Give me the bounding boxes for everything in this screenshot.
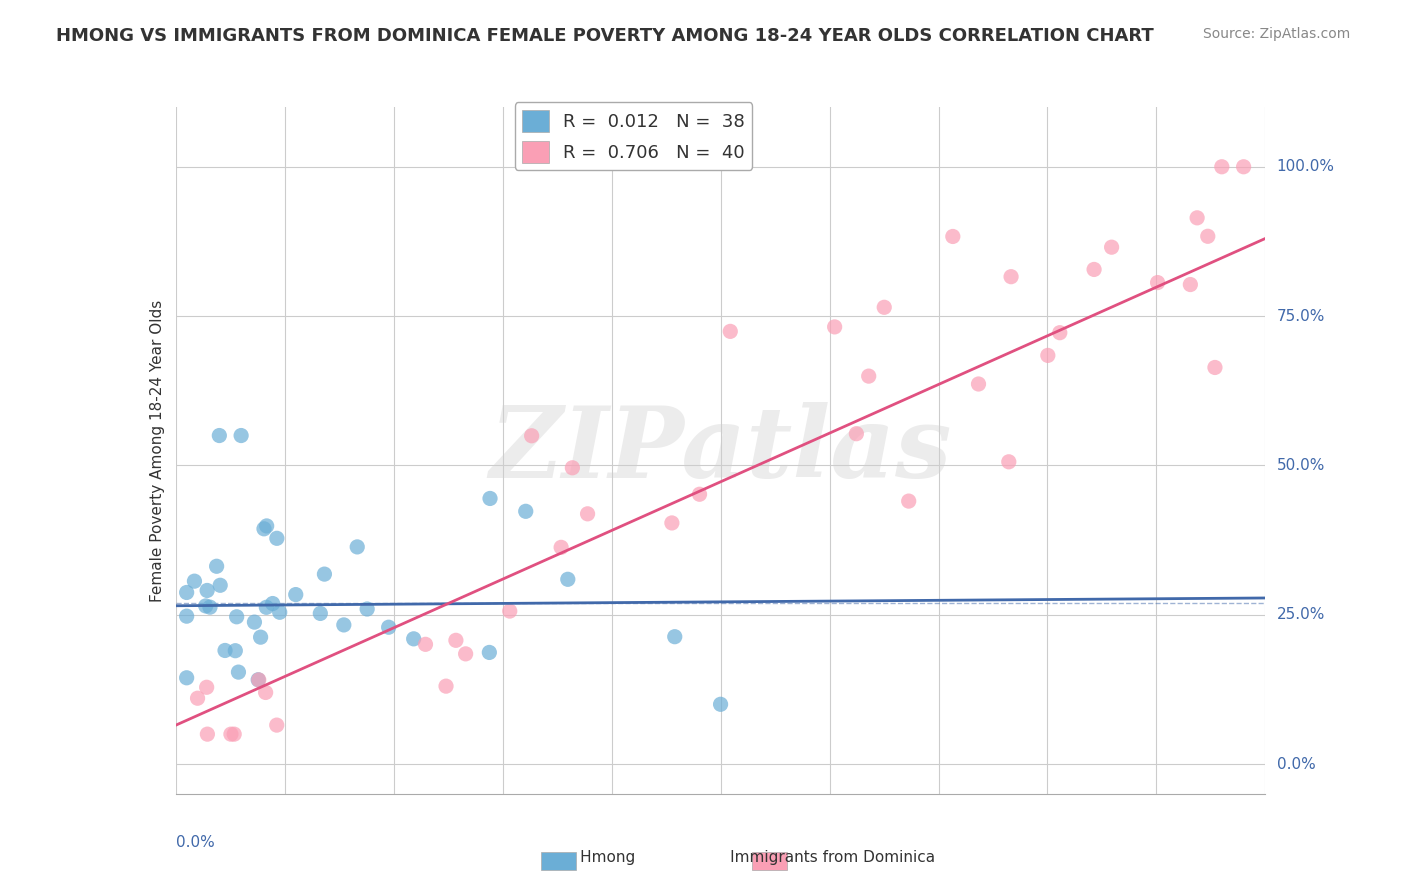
Text: Hmong: Hmong (546, 850, 636, 865)
Text: HMONG VS IMMIGRANTS FROM DOMINICA FEMALE POVERTY AMONG 18-24 YEAR OLDS CORRELATI: HMONG VS IMMIGRANTS FROM DOMINICA FEMALE… (56, 27, 1154, 45)
Point (520, 429, 543, 443)
Y-axis label: Female Poverty Among 18-24 Year Olds: Female Poverty Among 18-24 Year Olds (149, 300, 165, 601)
Point (195, 680, 218, 694)
Point (176, 609, 198, 624)
Point (1101, 240, 1123, 254)
Text: 0.0%: 0.0% (1277, 756, 1315, 772)
Point (309, 607, 332, 621)
Point (499, 604, 522, 618)
Point (224, 643, 246, 657)
Point (1185, 211, 1208, 225)
Point (356, 602, 378, 616)
Point (824, 319, 846, 334)
Point (262, 597, 284, 611)
Point (661, 516, 683, 530)
Text: 25.0%: 25.0% (1277, 607, 1324, 623)
Point (997, 455, 1019, 469)
Point (249, 630, 271, 644)
Point (224, 727, 246, 741)
Point (454, 647, 477, 661)
Point (689, 487, 711, 501)
Point (710, 698, 733, 712)
Point (208, 428, 231, 442)
Point (247, 673, 270, 687)
Point (243, 615, 266, 629)
Point (718, 324, 741, 338)
Point (1083, 262, 1105, 277)
Point (219, 727, 242, 741)
Point (444, 633, 467, 648)
Text: 50.0%: 50.0% (1277, 458, 1324, 473)
Point (1146, 276, 1168, 290)
Point (183, 574, 205, 589)
Text: Source: ZipAtlas.com: Source: ZipAtlas.com (1202, 27, 1350, 41)
Point (225, 609, 247, 624)
Point (333, 618, 356, 632)
Point (197, 727, 219, 741)
Point (561, 460, 583, 475)
Point (858, 369, 880, 384)
Point (284, 588, 307, 602)
Point (434, 679, 457, 693)
Text: Immigrants from Dominica: Immigrants from Dominica (696, 850, 935, 865)
Point (1204, 360, 1226, 375)
Point (1197, 229, 1219, 244)
Point (897, 494, 920, 508)
Point (254, 600, 277, 615)
Point (845, 426, 868, 441)
Point (1180, 277, 1202, 292)
Point (664, 630, 686, 644)
Point (269, 605, 291, 619)
Point (231, 428, 253, 442)
Point (478, 645, 501, 659)
Point (205, 559, 228, 574)
Text: 0.0%: 0.0% (176, 835, 215, 850)
Text: 75.0%: 75.0% (1277, 309, 1324, 324)
Point (198, 600, 221, 615)
Point (228, 665, 250, 679)
Point (266, 531, 288, 545)
Point (1036, 348, 1059, 362)
Point (247, 673, 270, 687)
Point (314, 567, 336, 582)
Point (550, 541, 572, 555)
Point (402, 632, 425, 646)
Point (415, 637, 437, 651)
Text: 100.0%: 100.0% (1277, 160, 1334, 174)
Text: ZIPatlas: ZIPatlas (489, 402, 952, 499)
Point (576, 507, 599, 521)
Point (266, 718, 288, 732)
Point (346, 540, 368, 554)
Point (195, 583, 218, 598)
Point (967, 376, 990, 391)
Point (256, 519, 278, 533)
Point (253, 522, 276, 536)
Point (1000, 269, 1022, 284)
Point (1049, 326, 1071, 340)
Point (873, 301, 896, 315)
Point (194, 599, 217, 613)
Point (187, 691, 209, 706)
Point (479, 491, 502, 506)
Point (1232, 160, 1256, 174)
Legend: R =  0.012   N =  38, R =  0.706   N =  40: R = 0.012 N = 38, R = 0.706 N = 40 (515, 103, 752, 169)
Point (214, 643, 236, 657)
Point (176, 671, 198, 685)
Point (176, 585, 198, 599)
Point (557, 572, 579, 586)
Point (209, 578, 232, 592)
Point (254, 685, 277, 699)
Point (1211, 160, 1233, 174)
Point (377, 620, 399, 634)
Point (515, 504, 537, 518)
Point (942, 229, 965, 244)
